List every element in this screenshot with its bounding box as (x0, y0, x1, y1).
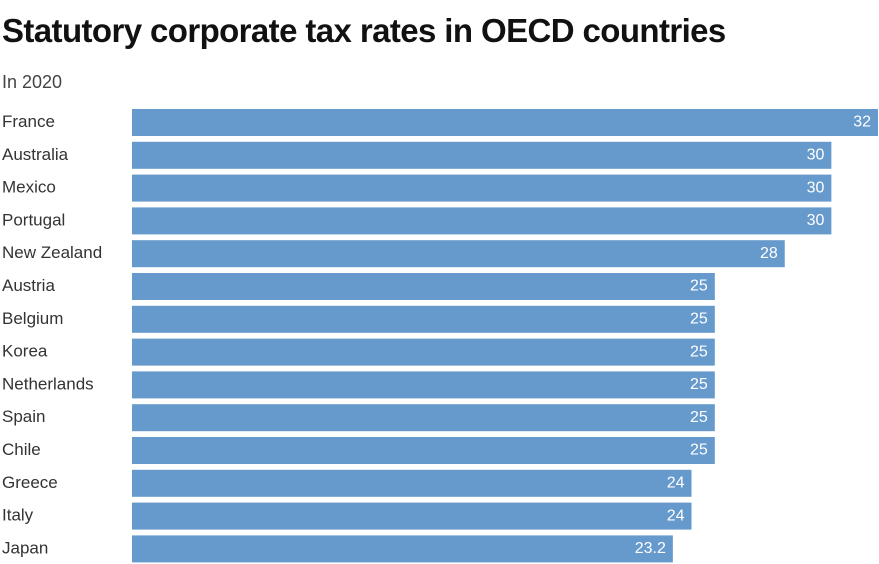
value-label: 30 (807, 179, 825, 196)
bar (132, 207, 832, 235)
category-label: Australia (2, 145, 69, 164)
bar (132, 404, 715, 432)
chart-subtitle: In 2020 (2, 72, 63, 92)
category-label: Japan (2, 538, 48, 557)
value-label: 25 (690, 442, 708, 459)
bar (132, 338, 715, 366)
value-label: 25 (690, 278, 708, 295)
category-label: Spain (2, 407, 45, 426)
bar (132, 109, 878, 136)
value-label: 25 (690, 343, 708, 360)
chart-title: Statutory corporate tax rates in OECD co… (2, 12, 726, 49)
category-label: New Zealand (2, 243, 102, 262)
category-label: Italy (2, 506, 34, 525)
category-label: Austria (2, 276, 55, 295)
value-label: 23.2 (635, 540, 666, 557)
value-label: 24 (667, 475, 685, 492)
bar (132, 240, 785, 268)
value-label: 24 (667, 507, 685, 524)
category-label: Mexico (2, 178, 56, 197)
bar (132, 469, 692, 497)
category-label: Netherlands (2, 374, 94, 393)
bar (132, 273, 715, 300)
bar (132, 502, 692, 530)
bar (132, 305, 715, 333)
category-label: Portugal (2, 210, 65, 229)
value-label: 28 (760, 245, 778, 262)
category-label: Korea (2, 342, 48, 361)
bar (132, 371, 715, 399)
category-label: France (2, 112, 55, 131)
bar (132, 141, 832, 169)
bar (132, 437, 715, 464)
category-label: Greece (2, 473, 58, 492)
category-label: Chile (2, 440, 41, 459)
value-label: 25 (690, 311, 708, 328)
value-label: 30 (807, 147, 825, 164)
value-label: 25 (690, 409, 708, 426)
value-label: 25 (690, 376, 708, 393)
bar (132, 535, 673, 563)
value-label: 30 (807, 212, 825, 229)
category-label: Belgium (2, 309, 63, 328)
value-label: 32 (853, 114, 871, 131)
bar (132, 174, 832, 202)
